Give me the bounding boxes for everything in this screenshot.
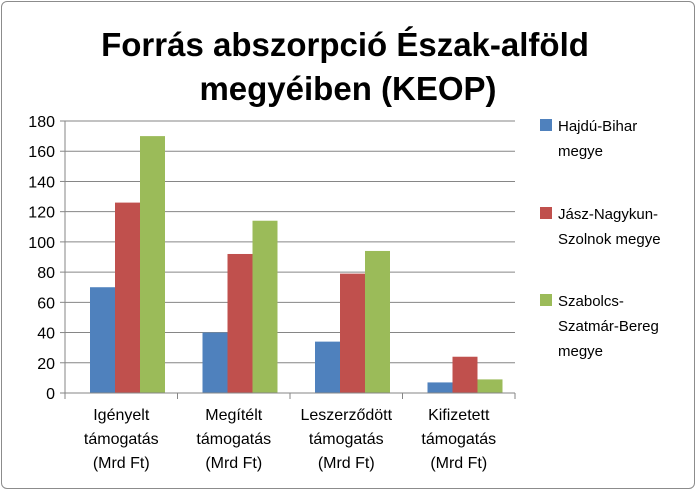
bar-series-1-cat-4 bbox=[427, 382, 453, 393]
bar-series-3-cat-3 bbox=[365, 250, 390, 393]
category-label: támogatás bbox=[84, 431, 159, 448]
y-tick-label: 160 bbox=[28, 144, 55, 161]
category-label: (Mrd Ft) bbox=[318, 455, 375, 472]
category-label: (Mrd Ft) bbox=[93, 455, 150, 472]
y-tick-label: 20 bbox=[37, 356, 55, 373]
bar-series-1-cat-1 bbox=[90, 287, 115, 393]
legend-label-2: Szolnok megye bbox=[558, 231, 661, 248]
bar-series-3-cat-1 bbox=[140, 136, 165, 393]
category-label: Leszerződött bbox=[300, 407, 392, 424]
legend-label-3: megye bbox=[558, 343, 603, 360]
y-tick-label: 60 bbox=[37, 295, 55, 312]
y-tick-label: 80 bbox=[37, 265, 55, 282]
chart-title-line-1: Forrás abszorpció Észak-alföld bbox=[101, 26, 589, 63]
legend-label-3: Szatmár-Bereg bbox=[558, 318, 659, 335]
bars bbox=[90, 136, 503, 393]
category-label: Kifizetett bbox=[428, 407, 490, 424]
legend-swatch-3 bbox=[540, 294, 552, 306]
bar-series-2-cat-4 bbox=[452, 356, 478, 393]
category-label: Megítélt bbox=[205, 407, 262, 424]
bar-series-1-cat-2 bbox=[202, 332, 228, 393]
category-label: támogatás bbox=[309, 431, 384, 448]
category-label: (Mrd Ft) bbox=[430, 455, 487, 472]
bar-series-3-cat-4 bbox=[477, 379, 503, 393]
y-tick-label: 180 bbox=[28, 114, 55, 131]
category-label: Igényelt bbox=[93, 407, 150, 424]
legend-swatch-2 bbox=[540, 207, 552, 219]
bar-series-2-cat-2 bbox=[227, 253, 253, 393]
axes bbox=[60, 120, 516, 399]
bar-series-3-cat-2 bbox=[252, 220, 278, 393]
bar-series-2-cat-1 bbox=[115, 202, 140, 393]
legend: Hajdú-Bihar megye Jász-Nagykun- Szolnok meg… bbox=[540, 118, 661, 360]
bar-series-1-cat-3 bbox=[315, 341, 340, 393]
legend-swatch-1 bbox=[540, 119, 552, 131]
y-tick-label: 120 bbox=[28, 205, 55, 222]
legend-label-2: Jász-Nagykun- bbox=[558, 206, 658, 223]
y-tick-label: 40 bbox=[37, 326, 55, 343]
legend-label-1: megye bbox=[558, 143, 603, 160]
y-tick-label: 100 bbox=[28, 235, 55, 252]
y-tick-labels: 0 20 40 60 80 100 120 140 160 180 bbox=[28, 114, 55, 403]
chart-title-line-2: megyéiben (KEOP) bbox=[199, 70, 496, 107]
bar-series-2-cat-3 bbox=[340, 273, 365, 393]
legend-label-3: Szabolcs- bbox=[558, 293, 624, 310]
category-label: támogatás bbox=[196, 431, 271, 448]
category-label: támogatás bbox=[421, 431, 496, 448]
category-label: (Mrd Ft) bbox=[205, 455, 262, 472]
y-tick-label: 140 bbox=[28, 174, 55, 191]
category-labels: Igényelt támogatás (Mrd Ft) Megítélt támogat… bbox=[84, 407, 496, 472]
y-tick-label: 0 bbox=[46, 386, 55, 403]
legend-label-1: Hajdú-Bihar bbox=[558, 118, 637, 135]
